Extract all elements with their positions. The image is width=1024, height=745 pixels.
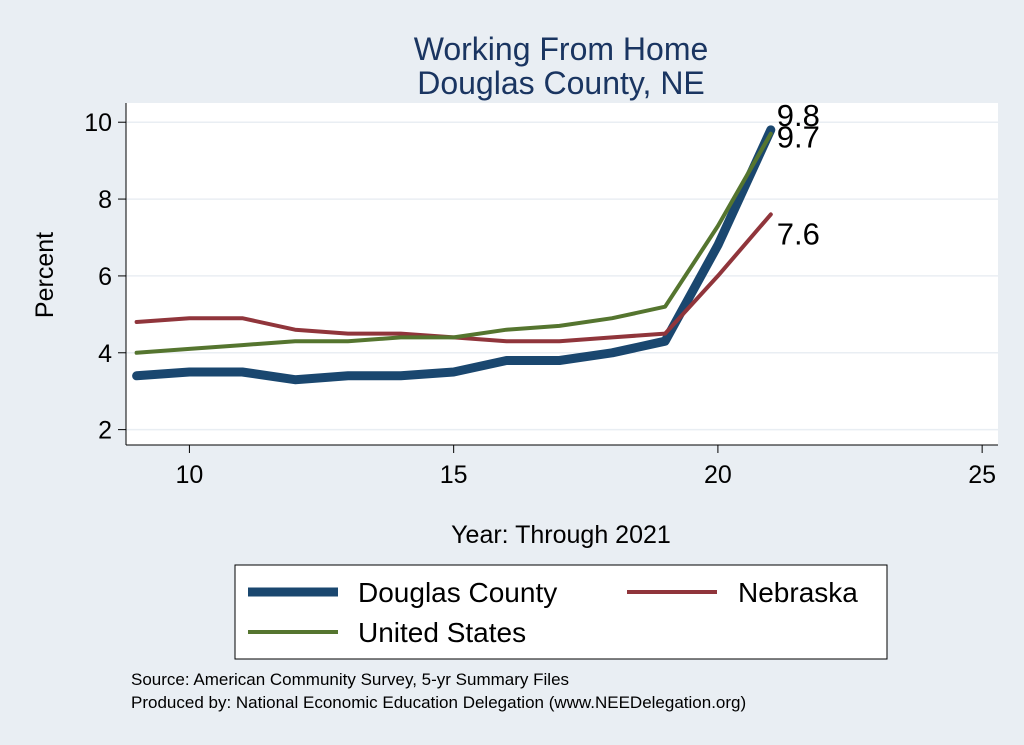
x-axis-title: Year: Through 2021 xyxy=(451,521,671,549)
y-axis-title: Percent xyxy=(31,232,59,318)
legend-label-douglas-county: Douglas County xyxy=(358,577,557,608)
y-tick-label-4: 4 xyxy=(98,340,112,368)
y-tick-label-6: 6 xyxy=(98,263,112,291)
chart-title: Working From Home xyxy=(414,31,709,67)
legend-label-united-states: United States xyxy=(358,617,526,648)
x-tick-label-15: 15 xyxy=(440,461,468,489)
series-line-douglas-county xyxy=(132,125,776,385)
x-tick-label-20: 20 xyxy=(704,461,732,489)
legend-box xyxy=(234,564,888,660)
gridlines xyxy=(126,121,998,431)
y-tick-label-8: 8 xyxy=(98,186,112,214)
source-note: Source: American Community Survey, 5-yr … xyxy=(131,670,569,689)
chart-subtitle: Douglas County, NE xyxy=(417,65,705,101)
legend-label-nebraska: Nebraska xyxy=(738,577,858,608)
plot-area xyxy=(126,103,998,445)
legend: Douglas County Nebraska United States xyxy=(234,564,888,660)
x-tick-label-10: 10 xyxy=(176,461,204,489)
y-tick-label-2: 2 xyxy=(98,417,112,445)
end-label-nebraska: 7.6 xyxy=(777,216,820,251)
y-axis-ticks: 2 4 6 8 10 xyxy=(84,109,126,445)
producer-note: Produced by: National Economic Education… xyxy=(131,693,746,712)
end-label-douglas-county: 9.8 xyxy=(777,98,820,133)
end-labels: 9.8 7.6 9.7 xyxy=(777,98,820,252)
series-line-united-states xyxy=(134,131,773,355)
y-tick-label-10: 10 xyxy=(84,109,112,137)
x-axis-ticks: 10 15 20 25 xyxy=(176,445,996,489)
x-tick-label-25: 25 xyxy=(968,461,996,489)
series-lines xyxy=(132,125,776,385)
end-label-united-states: 9.7 xyxy=(777,120,820,155)
